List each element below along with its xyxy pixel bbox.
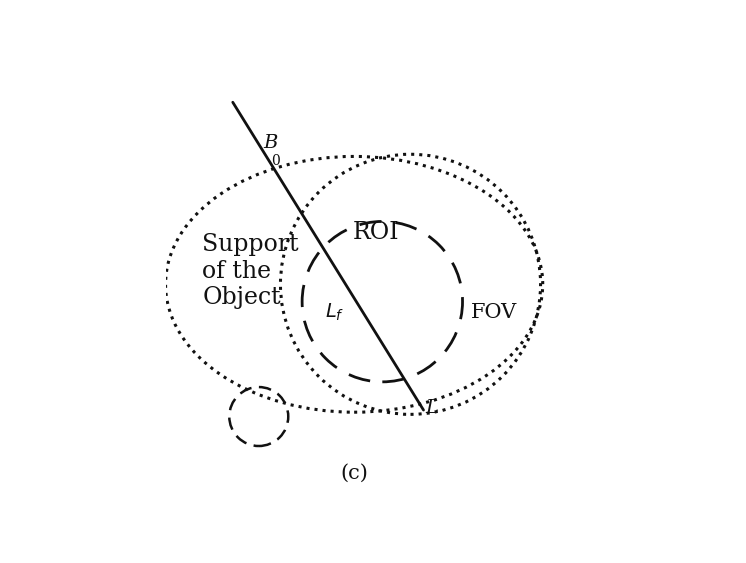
Text: 0: 0 [271, 154, 280, 168]
Text: $L_f$: $L_f$ [325, 302, 345, 323]
Text: ROI: ROI [353, 221, 399, 244]
Text: FOV: FOV [471, 303, 518, 322]
Text: (c): (c) [340, 463, 368, 482]
Text: Support
of the
Object: Support of the Object [202, 233, 299, 310]
Text: B: B [263, 135, 278, 153]
Text: L: L [424, 399, 438, 417]
